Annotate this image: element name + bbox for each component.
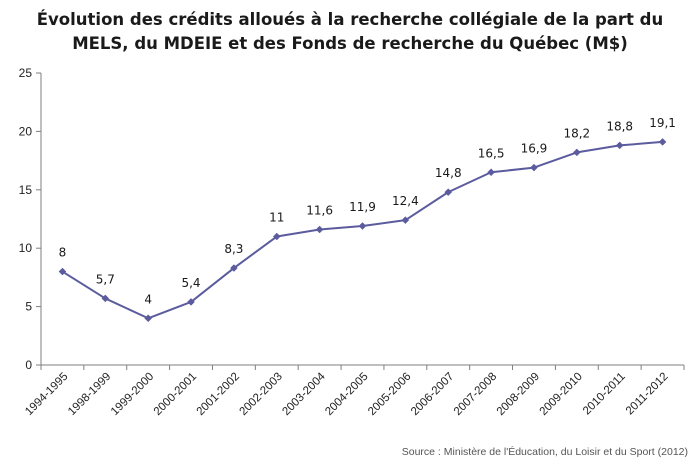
data-label: 8,3	[224, 242, 243, 256]
data-label: 5,4	[181, 276, 200, 290]
data-point	[444, 188, 453, 196]
y-tick-label: 10	[19, 241, 33, 255]
x-tick-label: 2002-2003	[238, 371, 285, 418]
chart-title-line-1: Évolution des crédits alloués à la reche…	[36, 10, 664, 29]
data-point	[58, 267, 67, 276]
data-label: 19,1	[649, 116, 676, 130]
data-point	[572, 148, 581, 157]
x-tick-label: 2000-2001	[152, 371, 199, 418]
data-label: 11	[269, 211, 284, 225]
x-tick-label: 2001-2002	[195, 371, 242, 418]
data-label: 16,5	[478, 146, 505, 160]
data-label: 5,7	[96, 272, 115, 286]
source-note: Source : Ministère de l'Éducation, du Lo…	[401, 446, 688, 458]
x-tick-label: 2007-2008	[452, 371, 499, 418]
data-label: 18,2	[563, 126, 590, 140]
x-tick-label: 2005-2006	[366, 371, 413, 418]
data-point	[615, 141, 624, 150]
x-tick-label: 2011-2012	[624, 371, 671, 418]
data-label: 11,9	[349, 200, 376, 214]
chart-title: Évolution des crédits alloués à la reche…	[0, 8, 700, 56]
data-point	[144, 314, 153, 323]
data-point	[187, 298, 195, 306]
data-point	[315, 225, 324, 234]
x-tick-label: 2003-2004	[280, 370, 328, 418]
data-point	[530, 163, 538, 172]
data-label: 18,8	[606, 119, 633, 133]
x-tick-label: 1998-1999	[66, 371, 113, 418]
data-label: 11,6	[306, 204, 333, 218]
chart-title-line-2: MELS, du MDEIE et des Fonds de recherche…	[72, 34, 628, 53]
data-label: 4	[144, 292, 152, 306]
y-tick-label: 5	[25, 300, 32, 314]
x-tick-label: 2004-2005	[323, 371, 370, 418]
data-point	[487, 168, 495, 177]
data-label: 12,4	[392, 194, 419, 208]
y-tick-label: 25	[19, 66, 33, 80]
x-tick-label: 2008-2009	[495, 371, 542, 418]
data-point	[658, 138, 667, 146]
x-tick-label: 2010-2011	[581, 371, 628, 418]
x-tick-label: 2009-2010	[538, 371, 585, 418]
x-tick-label: 2006-2007	[409, 371, 456, 418]
data-point	[358, 222, 367, 230]
y-tick-label: 0	[25, 358, 32, 372]
data-point	[272, 232, 281, 241]
x-tick-label: 1999-2000	[109, 371, 156, 418]
data-point	[230, 264, 238, 272]
series-line	[61, 140, 663, 320]
data-label: 8	[59, 246, 67, 260]
x-tick-label: 1994-1995	[23, 371, 70, 418]
data-label: 14,8	[435, 166, 462, 180]
y-tick-label: 20	[19, 124, 33, 138]
data-label: 16,9	[521, 142, 548, 156]
data-point	[401, 216, 410, 225]
y-tick-label: 15	[19, 183, 33, 197]
data-point	[101, 294, 110, 303]
